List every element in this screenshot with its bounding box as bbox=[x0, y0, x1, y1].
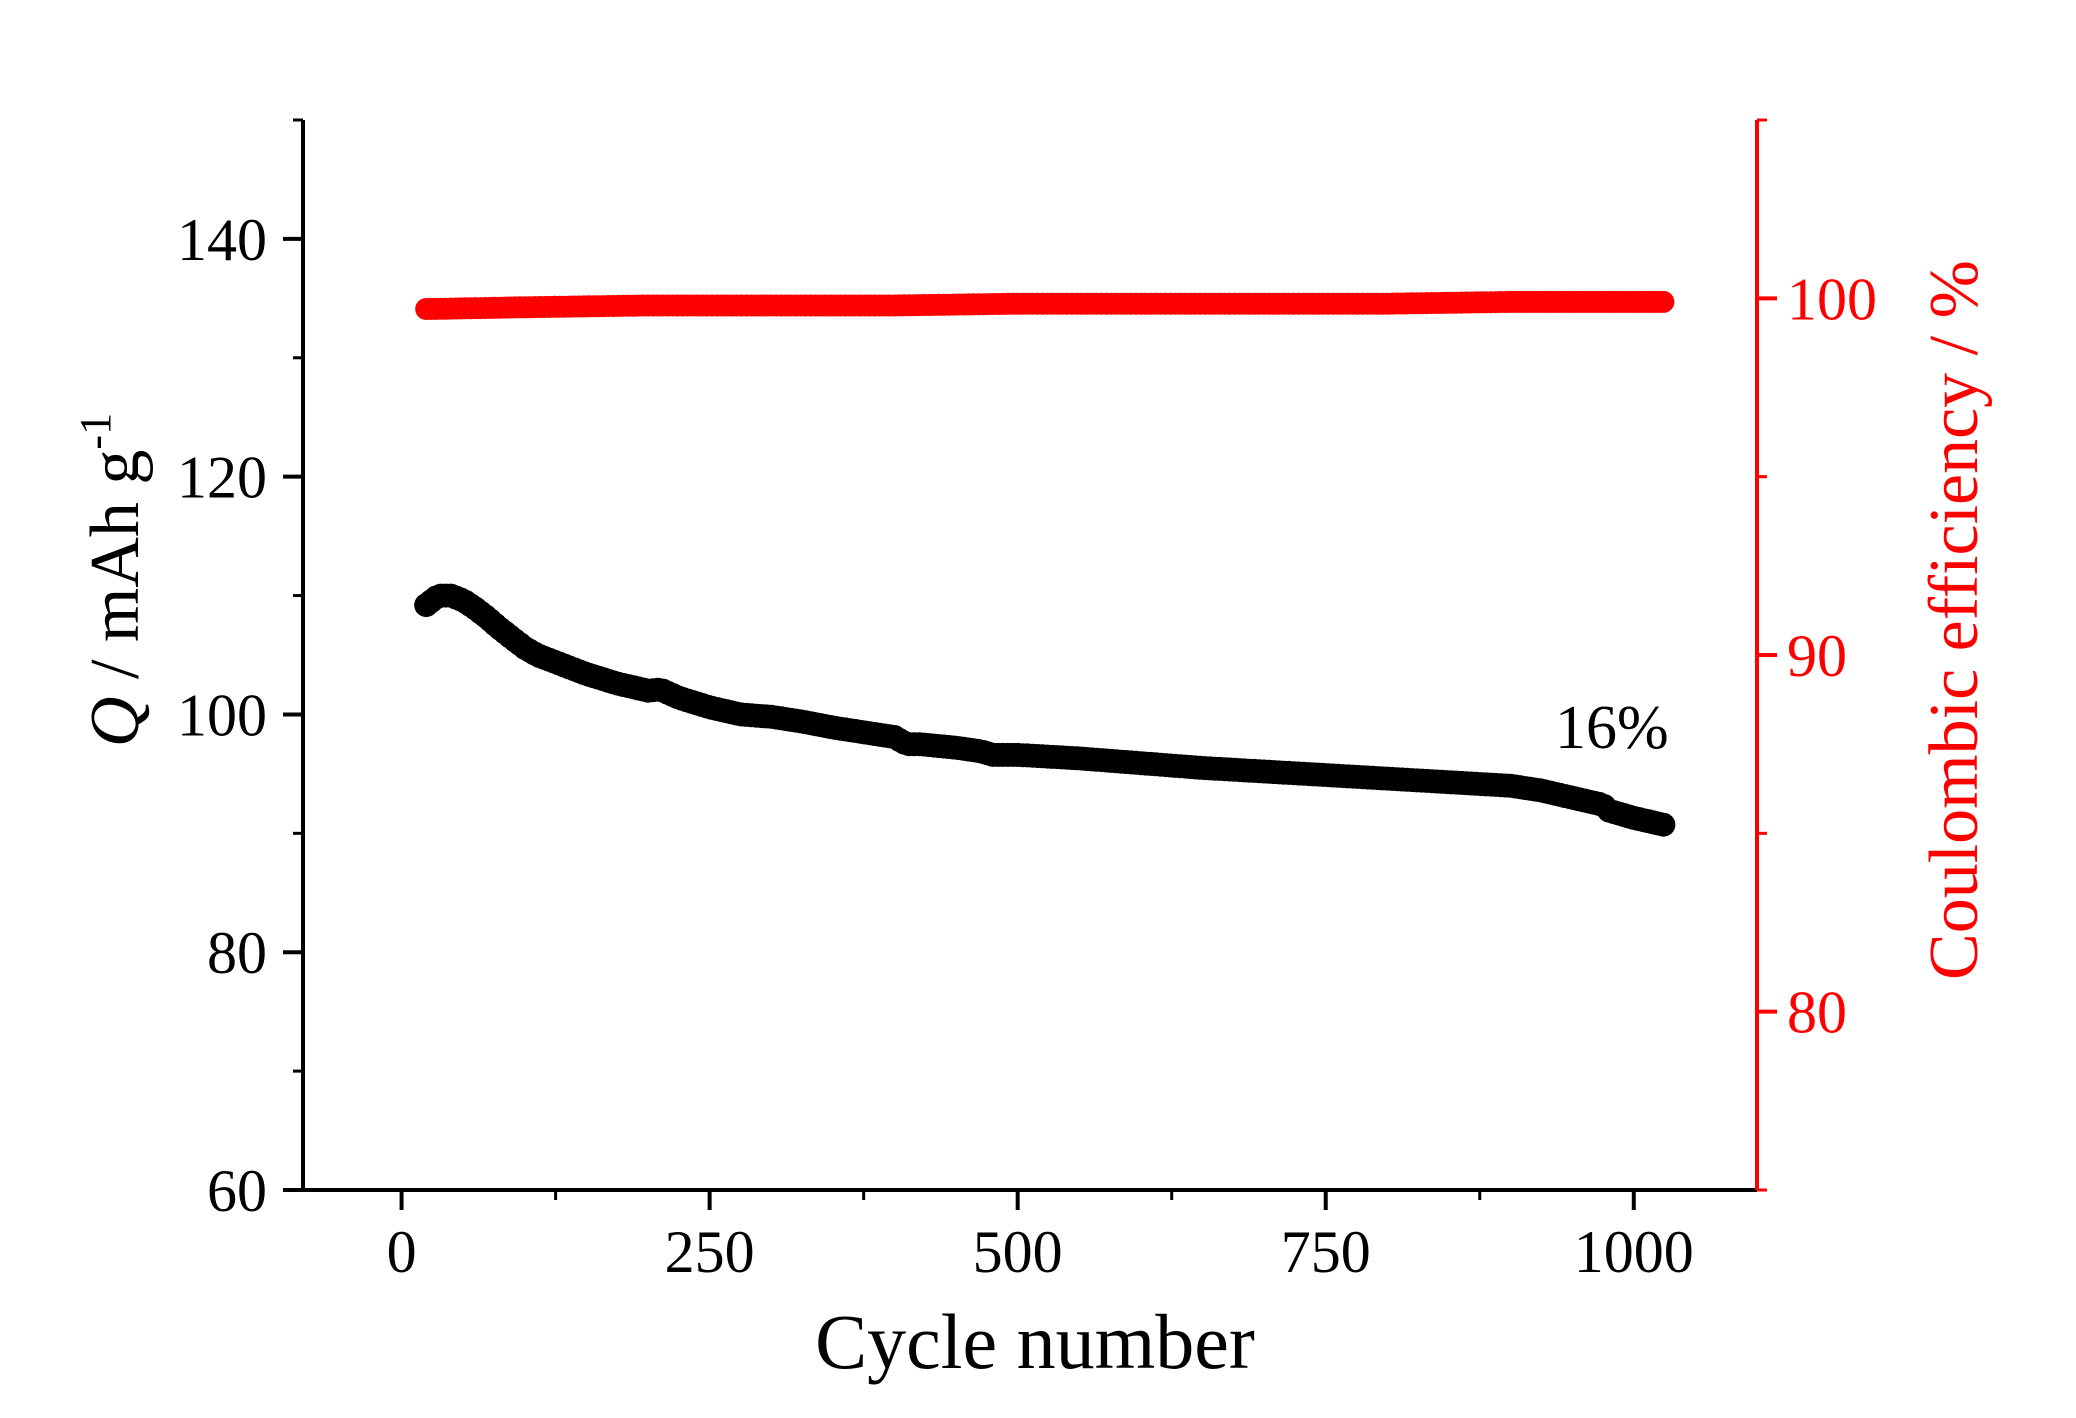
ticks: 0 250 500 750 1000 60 80 100 120 140 80 90 100 bbox=[177, 118, 1877, 1285]
x-tick-label: 500 bbox=[973, 1219, 1063, 1285]
x-tick-label: 750 bbox=[1281, 1219, 1371, 1285]
y-tick-label: 120 bbox=[177, 445, 267, 511]
y-axis-title-superscript: -1 bbox=[71, 413, 120, 450]
x-tick-label: 250 bbox=[665, 1219, 755, 1285]
series-efficiency bbox=[415, 290, 1675, 320]
y-tick-label: 60 bbox=[207, 1158, 267, 1224]
x-axis-title: Cycle number bbox=[815, 1298, 1255, 1385]
y2-axis-title: Coulombic efficiency / % bbox=[1916, 260, 1993, 980]
series-capacity bbox=[414, 583, 1676, 837]
y2-tick-label: 80 bbox=[1787, 980, 1847, 1046]
y-axis-title: Q / mAh g-1 bbox=[71, 413, 154, 747]
y-tick-label: 140 bbox=[177, 207, 267, 273]
y-tick-label: 80 bbox=[207, 920, 267, 986]
y2-tick-label: 90 bbox=[1787, 623, 1847, 689]
labels: Cycle number Q / mAh g-1 Coulombic effic… bbox=[71, 260, 1993, 1385]
y-tick-label: 100 bbox=[177, 682, 267, 748]
x-tick-label: 0 bbox=[387, 1219, 417, 1285]
y-axis-title-symbol: Q bbox=[77, 697, 154, 748]
annotation-capacity-fade: 16% bbox=[1555, 694, 1669, 762]
y-axis-title-unit: / mAh g bbox=[77, 450, 154, 697]
y2-tick-label: 100 bbox=[1787, 266, 1877, 332]
capacity-point bbox=[1651, 812, 1676, 837]
x-tick-label: 1000 bbox=[1574, 1219, 1694, 1285]
efficiency-point bbox=[1652, 290, 1675, 313]
